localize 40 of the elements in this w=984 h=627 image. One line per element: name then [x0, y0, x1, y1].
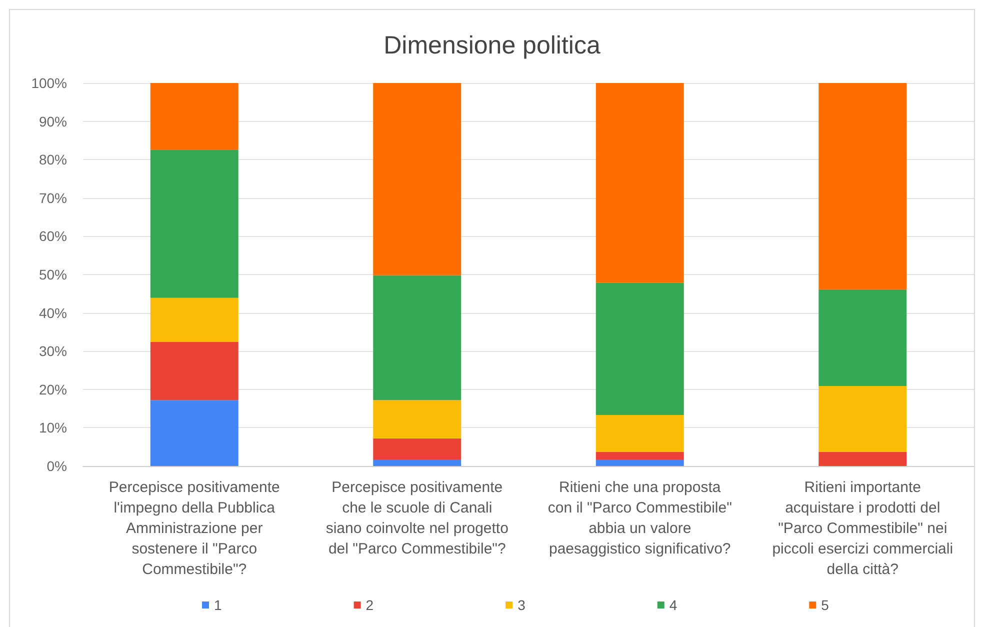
bar — [150, 298, 238, 342]
bar — [596, 452, 684, 460]
bar — [150, 83, 238, 150]
legend-label: 1 — [214, 597, 222, 613]
legend-label: 3 — [518, 597, 526, 613]
bar — [150, 150, 238, 298]
bar — [150, 342, 238, 400]
bar — [373, 438, 462, 460]
bar — [150, 400, 238, 466]
x-tick-label: Ritieni importante acquistare i prodotti del "Parco Commestibile" nei piccoli esercizi commerciali della città? — [772, 478, 954, 578]
bar — [373, 400, 462, 438]
y-tick-label: 10% — [38, 420, 67, 436]
y-tick-label: 50% — [38, 266, 67, 282]
bar — [818, 289, 907, 386]
bar — [596, 282, 684, 416]
bar — [373, 83, 462, 276]
bar — [373, 275, 462, 400]
y-tick-label: 60% — [38, 228, 67, 244]
y-tick-label: 30% — [38, 343, 67, 360]
x-tick-label: Ritieni che una proposta con il "Parco Commestibile" abbia un valore paesaggistico significativo? — [548, 478, 732, 558]
y-tick-label: 40% — [38, 304, 67, 321]
bar — [373, 459, 462, 466]
bar — [818, 452, 907, 466]
y-tick-label: 100% — [31, 75, 67, 91]
y-tick-label: 20% — [38, 381, 67, 398]
x-tick-label: Percepisce positivamente l'impegno della Pubblica Amministrazione per sostenere il "Parco Commestibile"? — [108, 478, 280, 578]
legend-label: 4 — [669, 597, 678, 613]
bar — [596, 83, 684, 283]
bar — [818, 83, 907, 290]
bar — [596, 415, 684, 452]
chart-title: Dimensione politica — [384, 32, 600, 60]
x-tick-label: Percepisce positivamente che le scuole di Canali siano coinvolte nel progetto del "Parco Commestibile"? — [326, 478, 508, 558]
bar — [596, 459, 684, 466]
bar — [818, 386, 907, 452]
y-tick-label: 0% — [46, 458, 67, 474]
legend-label: 2 — [366, 597, 374, 613]
legend-label: 5 — [821, 597, 830, 613]
y-tick-label: 90% — [38, 113, 67, 130]
y-tick-label: 80% — [38, 152, 67, 168]
y-tick-label: 70% — [38, 190, 67, 206]
